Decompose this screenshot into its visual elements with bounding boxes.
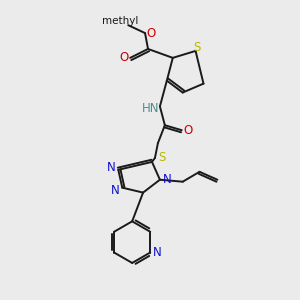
Text: N: N xyxy=(111,184,120,197)
Text: O: O xyxy=(183,124,192,137)
Text: methyl: methyl xyxy=(102,16,139,26)
Text: N: N xyxy=(107,161,116,174)
Text: N: N xyxy=(163,173,171,186)
Text: S: S xyxy=(193,41,200,55)
Text: O: O xyxy=(120,51,129,64)
Text: S: S xyxy=(158,152,166,164)
Text: O: O xyxy=(146,27,156,40)
Text: HN: HN xyxy=(142,102,160,115)
Text: N: N xyxy=(153,246,161,259)
